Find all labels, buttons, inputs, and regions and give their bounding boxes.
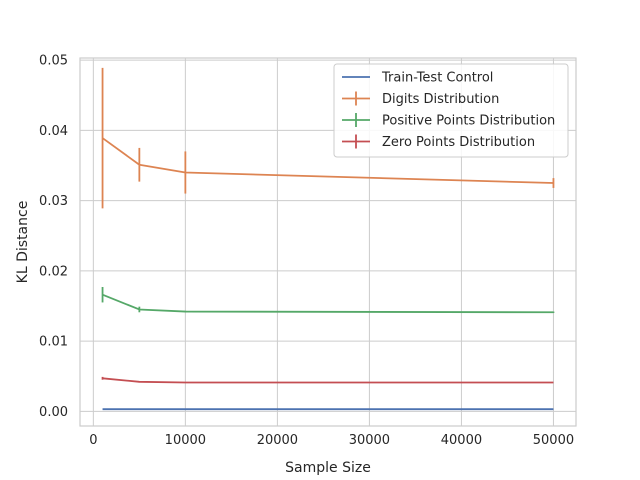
series-1 xyxy=(101,67,555,209)
legend-box xyxy=(333,63,569,158)
x-axis-ticks: 0 10000 20000 30000 40000 50000 xyxy=(89,433,574,448)
series-group xyxy=(101,67,555,411)
legend-label: Positive Points Distribution xyxy=(382,114,555,129)
legend: Train-Test Control Digits Distribution Pos… xyxy=(333,63,569,158)
x-tick-label: 50000 xyxy=(533,433,574,448)
y-axis-ticks: 0.00 0.01 0.02 0.03 0.04 0.05 xyxy=(39,54,68,420)
series-line xyxy=(102,293,554,314)
x-tick-label: 10000 xyxy=(165,433,206,448)
series-line xyxy=(102,137,554,184)
x-tick-label: 40000 xyxy=(441,433,482,448)
y-axis-label: KL Distance xyxy=(15,201,31,284)
legend-label: Zero Points Distribution xyxy=(382,135,535,150)
series-3 xyxy=(101,376,554,384)
x-axis-label: Sample Size xyxy=(285,460,371,476)
y-tick-label: 0.03 xyxy=(39,194,68,209)
plot-frame xyxy=(79,57,577,427)
x-tick-label: 0 xyxy=(89,433,97,448)
x-tick-label: 30000 xyxy=(349,433,390,448)
y-tick-label: 0.05 xyxy=(39,54,68,69)
series-2 xyxy=(101,286,555,314)
x-tick-label: 20000 xyxy=(257,433,298,448)
y-tick-label: 0.01 xyxy=(39,335,68,350)
y-tick-label: 0.04 xyxy=(39,124,68,139)
y-tick-label: 0.02 xyxy=(39,264,68,279)
y-tick-label: 0.00 xyxy=(39,405,68,420)
legend-label: Train-Test Control xyxy=(381,71,493,86)
series-line xyxy=(102,377,554,384)
legend-label: Digits Distribution xyxy=(382,92,499,107)
